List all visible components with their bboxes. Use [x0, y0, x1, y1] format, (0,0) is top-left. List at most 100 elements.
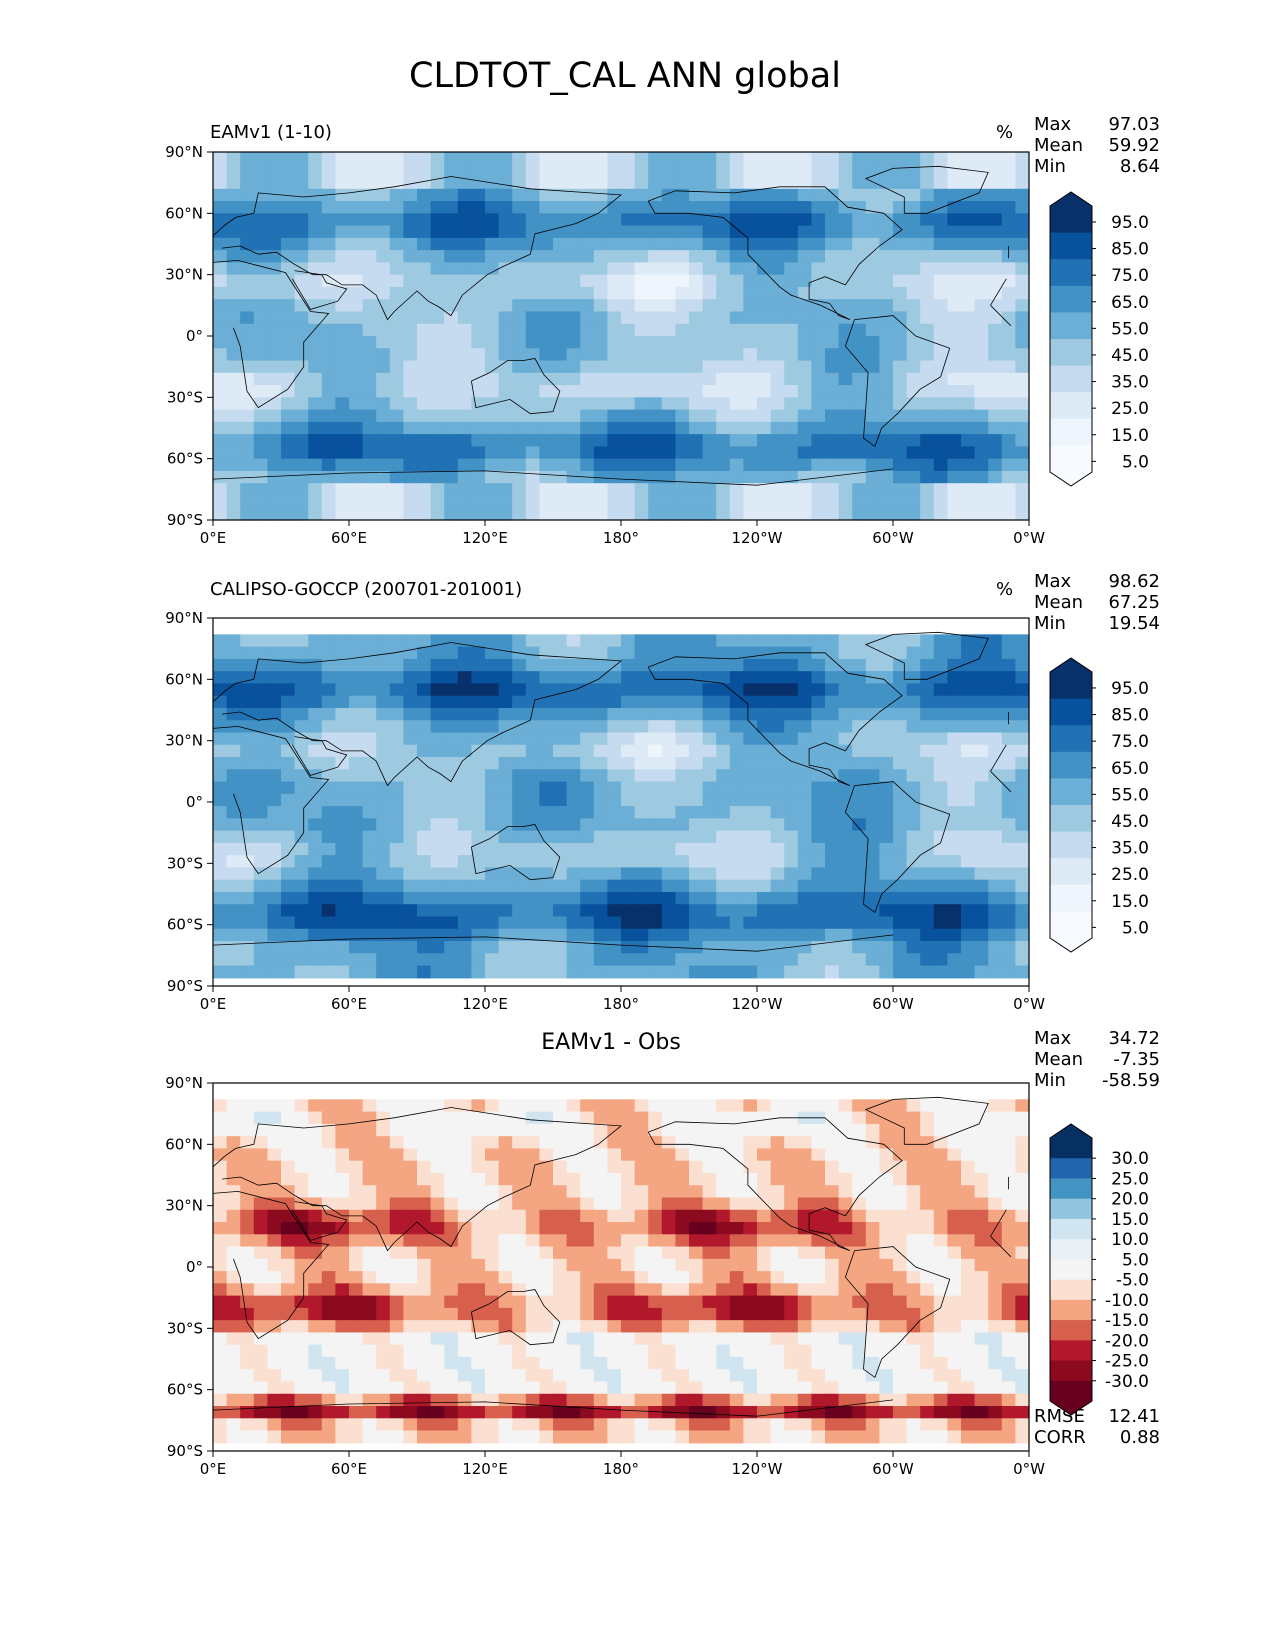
field-cell [539, 842, 554, 856]
colorbar-bin [1050, 206, 1092, 234]
field-cell [1001, 1160, 1016, 1174]
field-cell [838, 495, 853, 509]
field-cell [648, 855, 663, 869]
field-cell [539, 311, 554, 325]
field-cell [321, 201, 336, 214]
field-cell [784, 495, 799, 509]
field-cell [566, 188, 581, 202]
field-cell [444, 385, 459, 398]
field-cell [689, 916, 704, 930]
field-cell [770, 421, 785, 435]
field-cell [743, 458, 758, 472]
field-cell [838, 1136, 853, 1150]
field-cell [308, 1283, 323, 1297]
field-cell [512, 1307, 527, 1321]
field-cell [471, 916, 486, 930]
field-cell [621, 372, 636, 386]
field-cell [539, 769, 554, 783]
field-cell [1001, 1185, 1016, 1199]
field-cell [471, 1172, 486, 1186]
field-cell [661, 658, 676, 672]
field-cell [267, 781, 282, 795]
field-cell [920, 1197, 935, 1211]
field-cell [838, 188, 853, 202]
field-cell [226, 695, 241, 709]
field-cell [852, 225, 867, 239]
field-cell [607, 446, 622, 460]
field-cell [974, 1209, 989, 1223]
field-cell [267, 1283, 282, 1297]
field-cell [607, 855, 622, 869]
field-cell [729, 646, 744, 660]
field-cell [702, 201, 717, 214]
field-cell [974, 1356, 989, 1370]
field-cell [825, 360, 840, 374]
field-cell [811, 176, 826, 190]
field-cell [661, 176, 676, 190]
field-cell [784, 842, 799, 856]
field-cell [675, 781, 690, 795]
field-cell [512, 720, 527, 734]
field-cell [226, 965, 241, 979]
field-cell [553, 842, 568, 856]
field-cell [362, 732, 377, 746]
field-cell [621, 495, 636, 509]
field-cell [253, 470, 268, 484]
field-cell [553, 646, 568, 660]
field-cell [757, 953, 772, 967]
field-cell [661, 336, 676, 349]
field-cell [349, 274, 364, 288]
field-cell [267, 757, 282, 770]
field-cell [430, 818, 445, 832]
field-cell [281, 891, 296, 905]
field-cell [661, 781, 676, 795]
lon-tick-label: 0°E [200, 529, 227, 547]
field-cell [417, 1307, 432, 1321]
field-cell [825, 1099, 840, 1113]
field-cell [961, 941, 976, 954]
field-cell [988, 916, 1003, 930]
field-cell [852, 1099, 867, 1113]
field-cell [634, 1332, 649, 1346]
field-cell [621, 1258, 636, 1272]
field-cell [457, 1320, 472, 1334]
field-cell [906, 830, 921, 844]
field-cell [716, 1295, 731, 1309]
field-cell [947, 1320, 962, 1334]
field-cell [457, 842, 472, 856]
field-cell [1001, 1099, 1016, 1113]
field-cell [349, 818, 364, 832]
field-cell [294, 421, 309, 435]
field-cell [539, 201, 554, 214]
field-cell [825, 941, 840, 954]
field-cell [933, 152, 948, 165]
field-cell [743, 1356, 758, 1370]
field-cell [376, 818, 391, 832]
field-cell [974, 152, 989, 165]
field-cell [729, 1123, 744, 1137]
field-cell [661, 867, 676, 881]
field-cell [661, 732, 676, 746]
field-cell [267, 237, 282, 251]
field-cell [702, 781, 717, 795]
field-cell [729, 1197, 744, 1211]
field-cell [607, 225, 622, 239]
field-cell [553, 867, 568, 881]
field-cell [553, 1344, 568, 1358]
field-cell [933, 360, 948, 374]
field-cell [879, 348, 894, 362]
field-cell [838, 928, 853, 942]
field-cell [444, 1295, 459, 1309]
field-cell [308, 176, 323, 190]
field-cell [362, 1148, 377, 1162]
rmse-value: 12.41 [1108, 1406, 1160, 1427]
field-cell [566, 904, 581, 918]
field-cell [621, 262, 636, 276]
field-cell [906, 744, 921, 758]
field-cell [811, 1271, 826, 1284]
field-cell [634, 1295, 649, 1309]
field-cell [607, 1185, 622, 1199]
field-cell [743, 176, 758, 190]
field-cell [213, 286, 228, 300]
field-cell [240, 953, 255, 967]
